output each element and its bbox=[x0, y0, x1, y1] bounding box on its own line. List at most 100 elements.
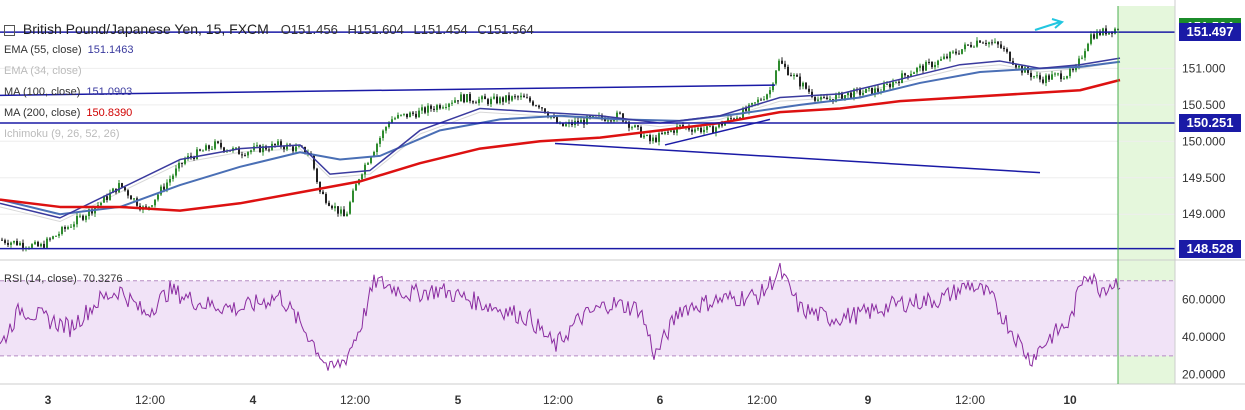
candle-body bbox=[382, 130, 384, 138]
rsi-value: 70.3276 bbox=[82, 273, 123, 285]
ema55-line bbox=[0, 57, 1121, 219]
candle-body bbox=[760, 99, 762, 101]
candle-body bbox=[451, 102, 453, 104]
candle-body bbox=[412, 112, 414, 114]
candle-body bbox=[862, 92, 864, 95]
candle-body bbox=[706, 126, 708, 130]
price-tick-label: 149.000 bbox=[1182, 207, 1226, 221]
candle-body bbox=[676, 126, 678, 133]
candle-body bbox=[817, 99, 819, 101]
candle-body bbox=[247, 152, 249, 156]
candle-body bbox=[445, 106, 447, 108]
candle-body bbox=[529, 97, 531, 102]
candle-body bbox=[442, 107, 444, 109]
candle-body bbox=[919, 65, 921, 68]
candle-body bbox=[1081, 57, 1083, 59]
candle-body bbox=[799, 76, 801, 87]
candle-body bbox=[898, 81, 900, 83]
candle-body bbox=[895, 81, 897, 83]
price-tick-label: 150.500 bbox=[1182, 98, 1226, 112]
candle-body bbox=[649, 135, 651, 142]
candle-body bbox=[40, 243, 42, 247]
time-tick-label: 12:00 bbox=[135, 393, 165, 407]
candle-body bbox=[1003, 47, 1005, 50]
candle-body bbox=[805, 82, 807, 89]
candle-body bbox=[712, 126, 714, 133]
candle-body bbox=[724, 122, 726, 126]
candle-body bbox=[1051, 74, 1053, 80]
candle-body bbox=[547, 113, 549, 118]
candle-body bbox=[178, 162, 180, 169]
time-tick-label: 3 bbox=[45, 393, 52, 407]
candle-body bbox=[421, 107, 423, 111]
candle-body bbox=[943, 56, 945, 60]
candle-body bbox=[745, 108, 747, 111]
candle-body bbox=[922, 65, 924, 71]
legend-item[interactable]: MA (200, close) 150.8390 bbox=[4, 107, 132, 119]
candle-body bbox=[1069, 68, 1071, 77]
candle-body bbox=[481, 96, 483, 100]
candle-body bbox=[616, 112, 618, 120]
candle-body bbox=[1090, 34, 1092, 44]
candle-body bbox=[52, 236, 54, 239]
candle-body bbox=[613, 119, 615, 122]
legend-item[interactable]: MA (100, close) 151.0903 bbox=[4, 86, 132, 98]
candle-body bbox=[1006, 49, 1008, 52]
candle-body bbox=[235, 147, 237, 149]
candle-body bbox=[298, 146, 300, 148]
candle-body bbox=[850, 92, 852, 98]
candle-body bbox=[802, 82, 804, 87]
candle-body bbox=[496, 96, 498, 104]
candle-body bbox=[874, 88, 876, 95]
legend-item[interactable]: EMA (55, close) 151.1463 bbox=[4, 44, 134, 56]
candle-body bbox=[835, 94, 837, 102]
time-tick-label: 5 bbox=[455, 393, 462, 407]
candle-body bbox=[664, 131, 666, 134]
time-tick-label: 12:00 bbox=[955, 393, 985, 407]
collapse-icon[interactable] bbox=[4, 24, 15, 36]
candle-body bbox=[250, 150, 252, 153]
candle-body bbox=[502, 97, 504, 102]
horizontal-lines bbox=[0, 31, 1175, 250]
candle-body bbox=[370, 157, 372, 164]
candle-body bbox=[637, 125, 639, 127]
time-tick-label: 4 bbox=[250, 393, 257, 407]
candle-body bbox=[424, 107, 426, 113]
candle-body bbox=[532, 101, 534, 106]
candle-body bbox=[886, 83, 888, 85]
legend-item[interactable]: Ichimoku (9, 26, 52, 26) bbox=[4, 128, 120, 140]
candle-body bbox=[736, 117, 738, 120]
candle-body bbox=[112, 188, 114, 193]
candle-body bbox=[127, 190, 129, 196]
candle-body bbox=[766, 94, 768, 100]
candle-body bbox=[73, 224, 75, 227]
candle-body bbox=[355, 184, 357, 191]
legend-value: 151.0903 bbox=[86, 86, 133, 98]
legend-label: EMA (34, close) bbox=[4, 65, 82, 77]
candle-body bbox=[214, 141, 216, 149]
legend-item[interactable]: EMA (34, close) bbox=[4, 65, 82, 77]
candle-body bbox=[82, 215, 84, 220]
candle-body bbox=[715, 127, 717, 133]
legend-label: MA (100, close) bbox=[4, 86, 81, 98]
candle-body bbox=[1036, 75, 1038, 77]
candles bbox=[1, 25, 1119, 252]
candle-body bbox=[748, 104, 750, 111]
candle-body bbox=[439, 105, 441, 109]
candle-body bbox=[769, 90, 771, 95]
candle-body bbox=[913, 72, 915, 74]
candle-body bbox=[844, 95, 846, 100]
candle-body bbox=[508, 95, 510, 101]
candle-body bbox=[448, 103, 450, 107]
candle-body bbox=[274, 143, 276, 146]
candle-body bbox=[553, 116, 555, 118]
candle-body bbox=[970, 44, 972, 47]
candle-body bbox=[256, 145, 258, 147]
candle-body bbox=[928, 61, 930, 63]
candle-body bbox=[328, 202, 330, 206]
candle-body bbox=[931, 61, 933, 68]
legend-label: EMA (55, close) bbox=[4, 44, 82, 56]
candle-body bbox=[523, 95, 525, 98]
candle-body bbox=[958, 53, 960, 55]
